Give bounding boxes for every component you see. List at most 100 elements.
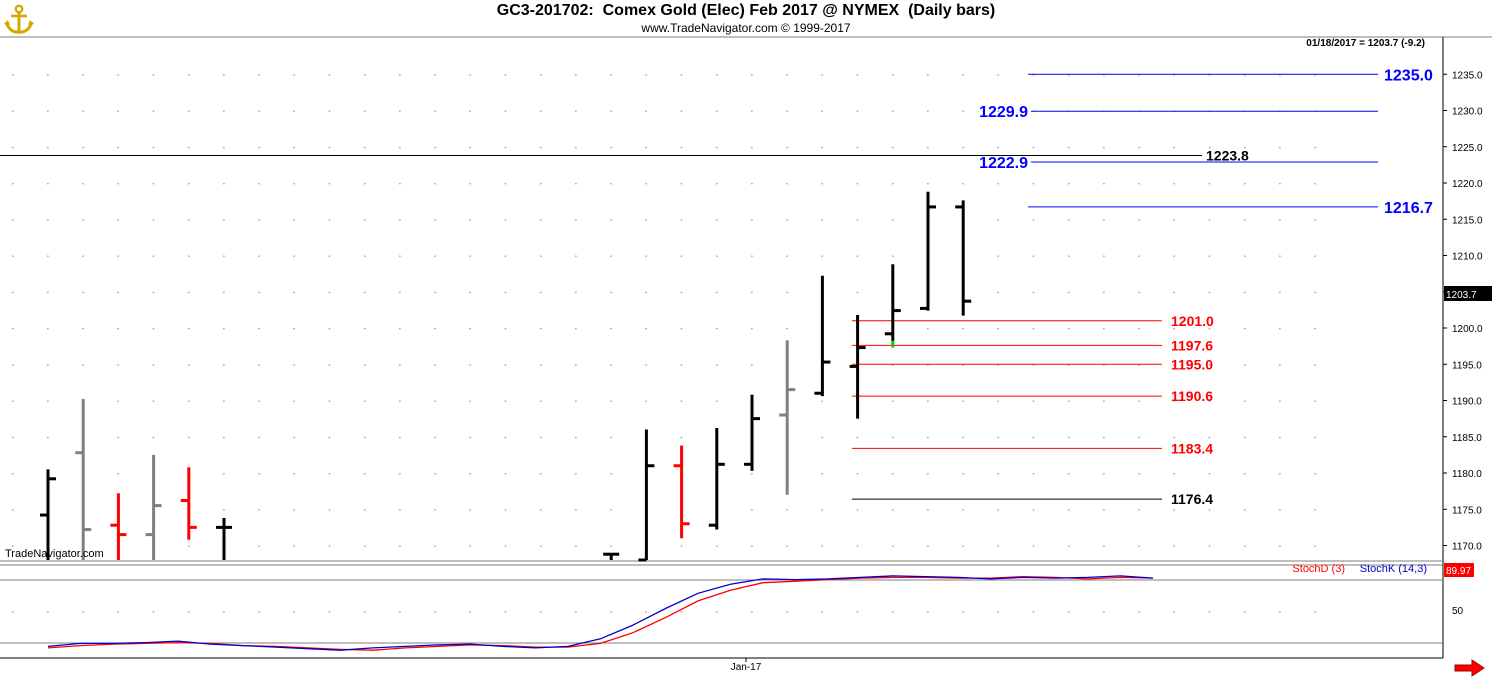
- grid-dot: [997, 183, 999, 185]
- price-tick-label: 1200.0: [1452, 324, 1483, 335]
- grid-dot: [1103, 328, 1105, 330]
- grid-dot: [47, 611, 49, 613]
- grid-dot: [47, 146, 49, 149]
- grid-dot: [1173, 611, 1175, 613]
- grid-dot: [680, 364, 683, 366]
- right-arrow-icon[interactable]: [1454, 659, 1485, 677]
- grid-dot: [1032, 183, 1035, 185]
- grid-dot: [12, 473, 14, 475]
- grid-dot: [856, 436, 859, 439]
- grid-dot: [12, 545, 14, 547]
- grid-dot: [786, 219, 788, 221]
- price-tick-label: 1195.0: [1452, 360, 1482, 371]
- grid-dot: [540, 328, 542, 330]
- grid-dot: [575, 219, 577, 221]
- grid-dot: [997, 509, 999, 511]
- grid-dot: [223, 183, 225, 185]
- grid-dot: [1068, 473, 1070, 475]
- grid-dot: [540, 110, 542, 112]
- time-tick-label: Jan-17: [731, 662, 762, 673]
- grid-dot: [82, 110, 84, 112]
- grid-dot: [645, 74, 647, 76]
- grid-dot: [223, 364, 225, 366]
- grid-dot: [258, 509, 260, 511]
- grid-dot: [399, 328, 401, 330]
- grid-dot: [962, 400, 964, 402]
- grid-dot: [188, 146, 190, 149]
- grid-dot: [258, 255, 260, 257]
- grid-dot: [892, 473, 894, 475]
- grid-dot: [927, 74, 929, 76]
- grid-dot: [364, 255, 366, 257]
- grid-dot: [504, 146, 507, 149]
- grid-dot: [751, 74, 753, 76]
- grid-dot: [293, 183, 295, 185]
- grid-dot: [751, 146, 753, 149]
- grid-dot: [12, 219, 14, 221]
- grid-dot: [152, 183, 155, 185]
- grid-dot: [1314, 183, 1316, 185]
- grid-dot: [1068, 545, 1070, 547]
- grid-dot: [399, 74, 401, 76]
- anchor-icon[interactable]: [2, 2, 36, 36]
- grid-dot: [504, 400, 507, 402]
- grid-dot: [293, 509, 295, 511]
- grid-dot: [751, 110, 753, 112]
- grid-dot: [892, 110, 894, 112]
- grid-dot: [962, 110, 964, 112]
- grid-dot: [469, 74, 471, 76]
- grid-dot: [434, 74, 436, 76]
- grid-dot: [1173, 400, 1175, 402]
- stoch-grid-dots: [12, 611, 1316, 613]
- grid-dot: [1279, 364, 1281, 366]
- grid-dot: [1138, 509, 1140, 511]
- grid-dot: [293, 291, 295, 294]
- grid-dot: [575, 291, 577, 294]
- grid-dot: [1103, 509, 1105, 511]
- grid-dot: [82, 183, 84, 185]
- grid-dot: [1138, 255, 1140, 257]
- grid-dot: [12, 400, 14, 402]
- grid-dot: [258, 328, 260, 330]
- grid-dot: [1032, 509, 1035, 511]
- grid-dot: [1173, 74, 1175, 76]
- stochastic-lines: [47, 575, 1154, 651]
- grid-dot: [469, 400, 471, 402]
- grid-dot: [1138, 146, 1140, 149]
- high-level-label: 1223.8: [1206, 147, 1249, 163]
- grid-dot: [117, 436, 119, 439]
- grid-dot: [434, 328, 436, 330]
- grid-dot: [504, 291, 507, 294]
- grid-dot: [540, 291, 542, 294]
- grid-dot: [223, 509, 225, 511]
- grid-dot: [504, 364, 507, 366]
- grid-dot: [1314, 611, 1316, 613]
- grid-dot: [82, 219, 84, 221]
- grid-dot: [821, 255, 823, 257]
- grid-dot: [1032, 255, 1035, 257]
- grid-dot: [1314, 473, 1316, 475]
- grid-dot: [962, 436, 964, 439]
- grid-dot: [1138, 364, 1140, 366]
- grid-dot: [1032, 545, 1035, 547]
- grid-dot: [364, 545, 366, 547]
- grid-dot: [434, 545, 436, 547]
- stochk-line: [47, 575, 1154, 651]
- grid-dot: [575, 146, 577, 149]
- grid-dot: [47, 110, 49, 112]
- grid-dot: [293, 436, 295, 439]
- grid-dot: [1279, 509, 1281, 511]
- grid-dot: [1279, 255, 1281, 257]
- grid-dot: [892, 509, 894, 511]
- grid-dot: [117, 328, 119, 330]
- grid-dot: [399, 473, 401, 475]
- grid-dot: [188, 328, 190, 330]
- grid-dot: [645, 110, 647, 112]
- grid-dot: [1314, 255, 1316, 257]
- grid-dot: [716, 255, 718, 257]
- grid-dot: [399, 611, 401, 613]
- grid-dot: [1068, 611, 1070, 613]
- grid-dot: [293, 219, 295, 221]
- grid-dot: [293, 364, 295, 366]
- grid-dot: [258, 436, 260, 439]
